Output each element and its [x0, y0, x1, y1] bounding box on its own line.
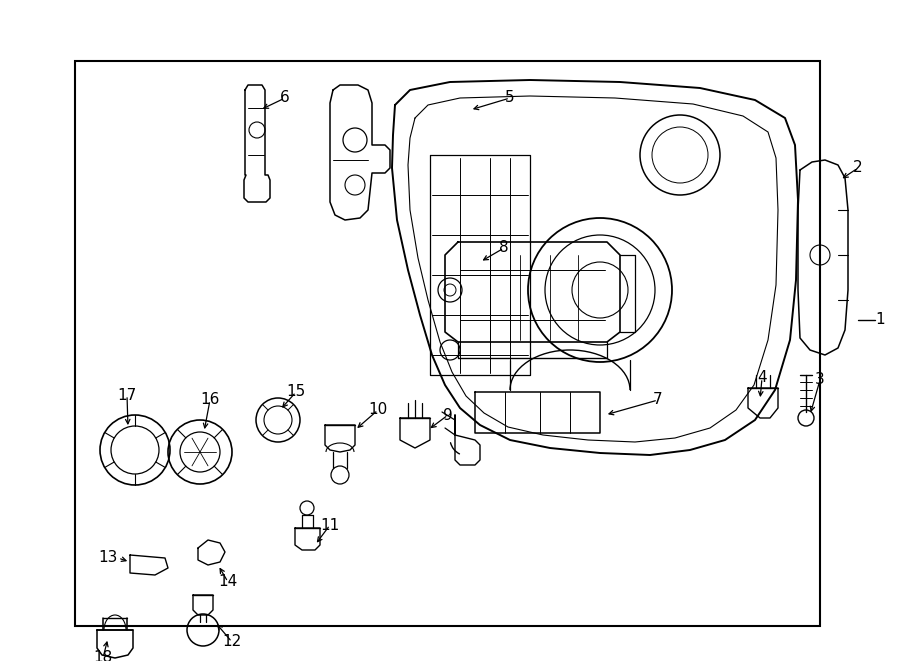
Text: 7: 7 [653, 393, 662, 407]
Text: 18: 18 [94, 650, 112, 661]
Text: 12: 12 [222, 635, 241, 650]
Text: 3: 3 [815, 373, 825, 387]
Text: 8: 8 [500, 241, 508, 256]
Text: 15: 15 [286, 385, 306, 399]
Text: 9: 9 [443, 407, 453, 422]
Text: 17: 17 [117, 387, 137, 403]
Text: 10: 10 [368, 403, 388, 418]
Text: 4: 4 [757, 371, 767, 385]
Text: 14: 14 [219, 574, 238, 590]
Text: 1: 1 [875, 313, 885, 327]
Text: 5: 5 [505, 91, 515, 106]
Text: 11: 11 [320, 518, 339, 533]
Text: 13: 13 [99, 551, 118, 566]
Text: 6: 6 [280, 91, 290, 106]
Bar [75, 61, 820, 626]
Text: 2: 2 [853, 161, 863, 176]
Text: 16: 16 [201, 393, 220, 407]
